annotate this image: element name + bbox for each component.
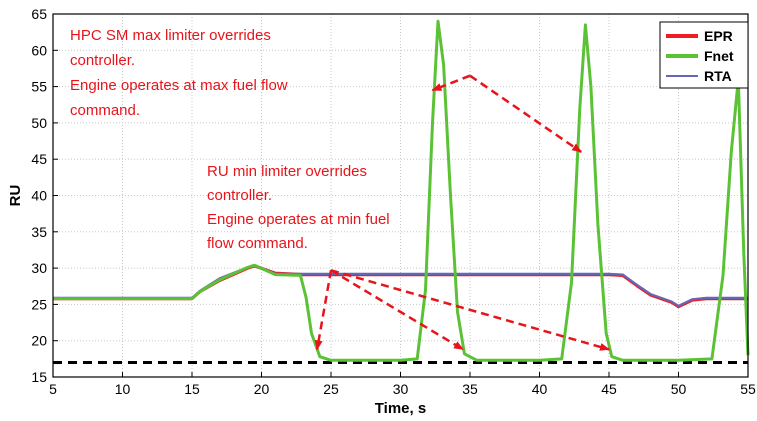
legend-label: Fnet <box>704 48 734 64</box>
x-tick-label: 40 <box>532 381 548 397</box>
y-tick-label: 60 <box>31 42 47 58</box>
annotation-arrow <box>469 74 583 153</box>
annotation-line: controller. <box>207 187 272 204</box>
arrow-group <box>314 74 610 351</box>
annotation-arrow <box>330 269 464 351</box>
x-axis-label: Time, s <box>375 400 426 417</box>
x-tick-label: 10 <box>115 381 131 397</box>
annotation-max-limiter: HPC SM max limiter overrides controller.… <box>70 27 288 119</box>
legend-item-epr: EPR <box>666 28 733 44</box>
annotation-line: RU min limiter overrides <box>207 163 367 180</box>
series-line-fnet <box>53 19 750 362</box>
y-tick-label: 20 <box>31 333 47 349</box>
x-tick-label: 50 <box>671 381 687 397</box>
x-tick-label: 20 <box>254 381 270 397</box>
annotation-line: Engine operates at max fuel flow <box>70 77 288 94</box>
annotation-min-limiter: RU min limiter overrides controller. Eng… <box>207 163 390 252</box>
legend: EPR Fnet RTA <box>659 21 749 89</box>
y-tick-label: 40 <box>31 188 47 204</box>
grid <box>52 13 749 378</box>
annotation-line: HPC SM max limiter overrides <box>70 27 271 44</box>
legend-item-fnet: Fnet <box>666 48 734 64</box>
y-tick-label: 65 <box>31 6 47 22</box>
y-tick-label: 15 <box>31 369 47 385</box>
y-tick-label: 30 <box>31 260 47 276</box>
x-tick-label: 25 <box>323 381 339 397</box>
legend-item-rta: RTA <box>666 68 732 84</box>
x-tick-label: 5 <box>49 381 57 397</box>
series-group <box>53 19 750 362</box>
x-tick-label: 30 <box>393 381 409 397</box>
annotation-line: flow command. <box>207 235 308 252</box>
y-tick-label: 45 <box>31 151 47 167</box>
annotation-arrow <box>330 269 610 351</box>
x-tick-label: 55 <box>740 381 756 397</box>
y-tick-label: 35 <box>31 224 47 240</box>
annotation-arrow <box>314 270 333 351</box>
annotation-line: command. <box>70 102 140 119</box>
annotation-line: Engine operates at min fuel <box>207 211 390 228</box>
legend-label: RTA <box>704 68 732 84</box>
x-tick-label: 45 <box>601 381 617 397</box>
annotation-line: controller. <box>70 52 135 69</box>
y-axis-label: RU <box>7 185 24 207</box>
tick-labels: 5 10 15 20 25 30 35 40 45 50 55 15 20 25 30 35 40 45 50 55 6… <box>31 6 756 397</box>
annotation-arrow <box>431 74 471 92</box>
x-tick-label: 15 <box>184 381 200 397</box>
y-tick-label: 55 <box>31 79 47 95</box>
y-tick-label: 25 <box>31 296 47 312</box>
y-tick-label: 50 <box>31 115 47 131</box>
x-tick-label: 35 <box>462 381 478 397</box>
legend-label: EPR <box>704 28 733 44</box>
